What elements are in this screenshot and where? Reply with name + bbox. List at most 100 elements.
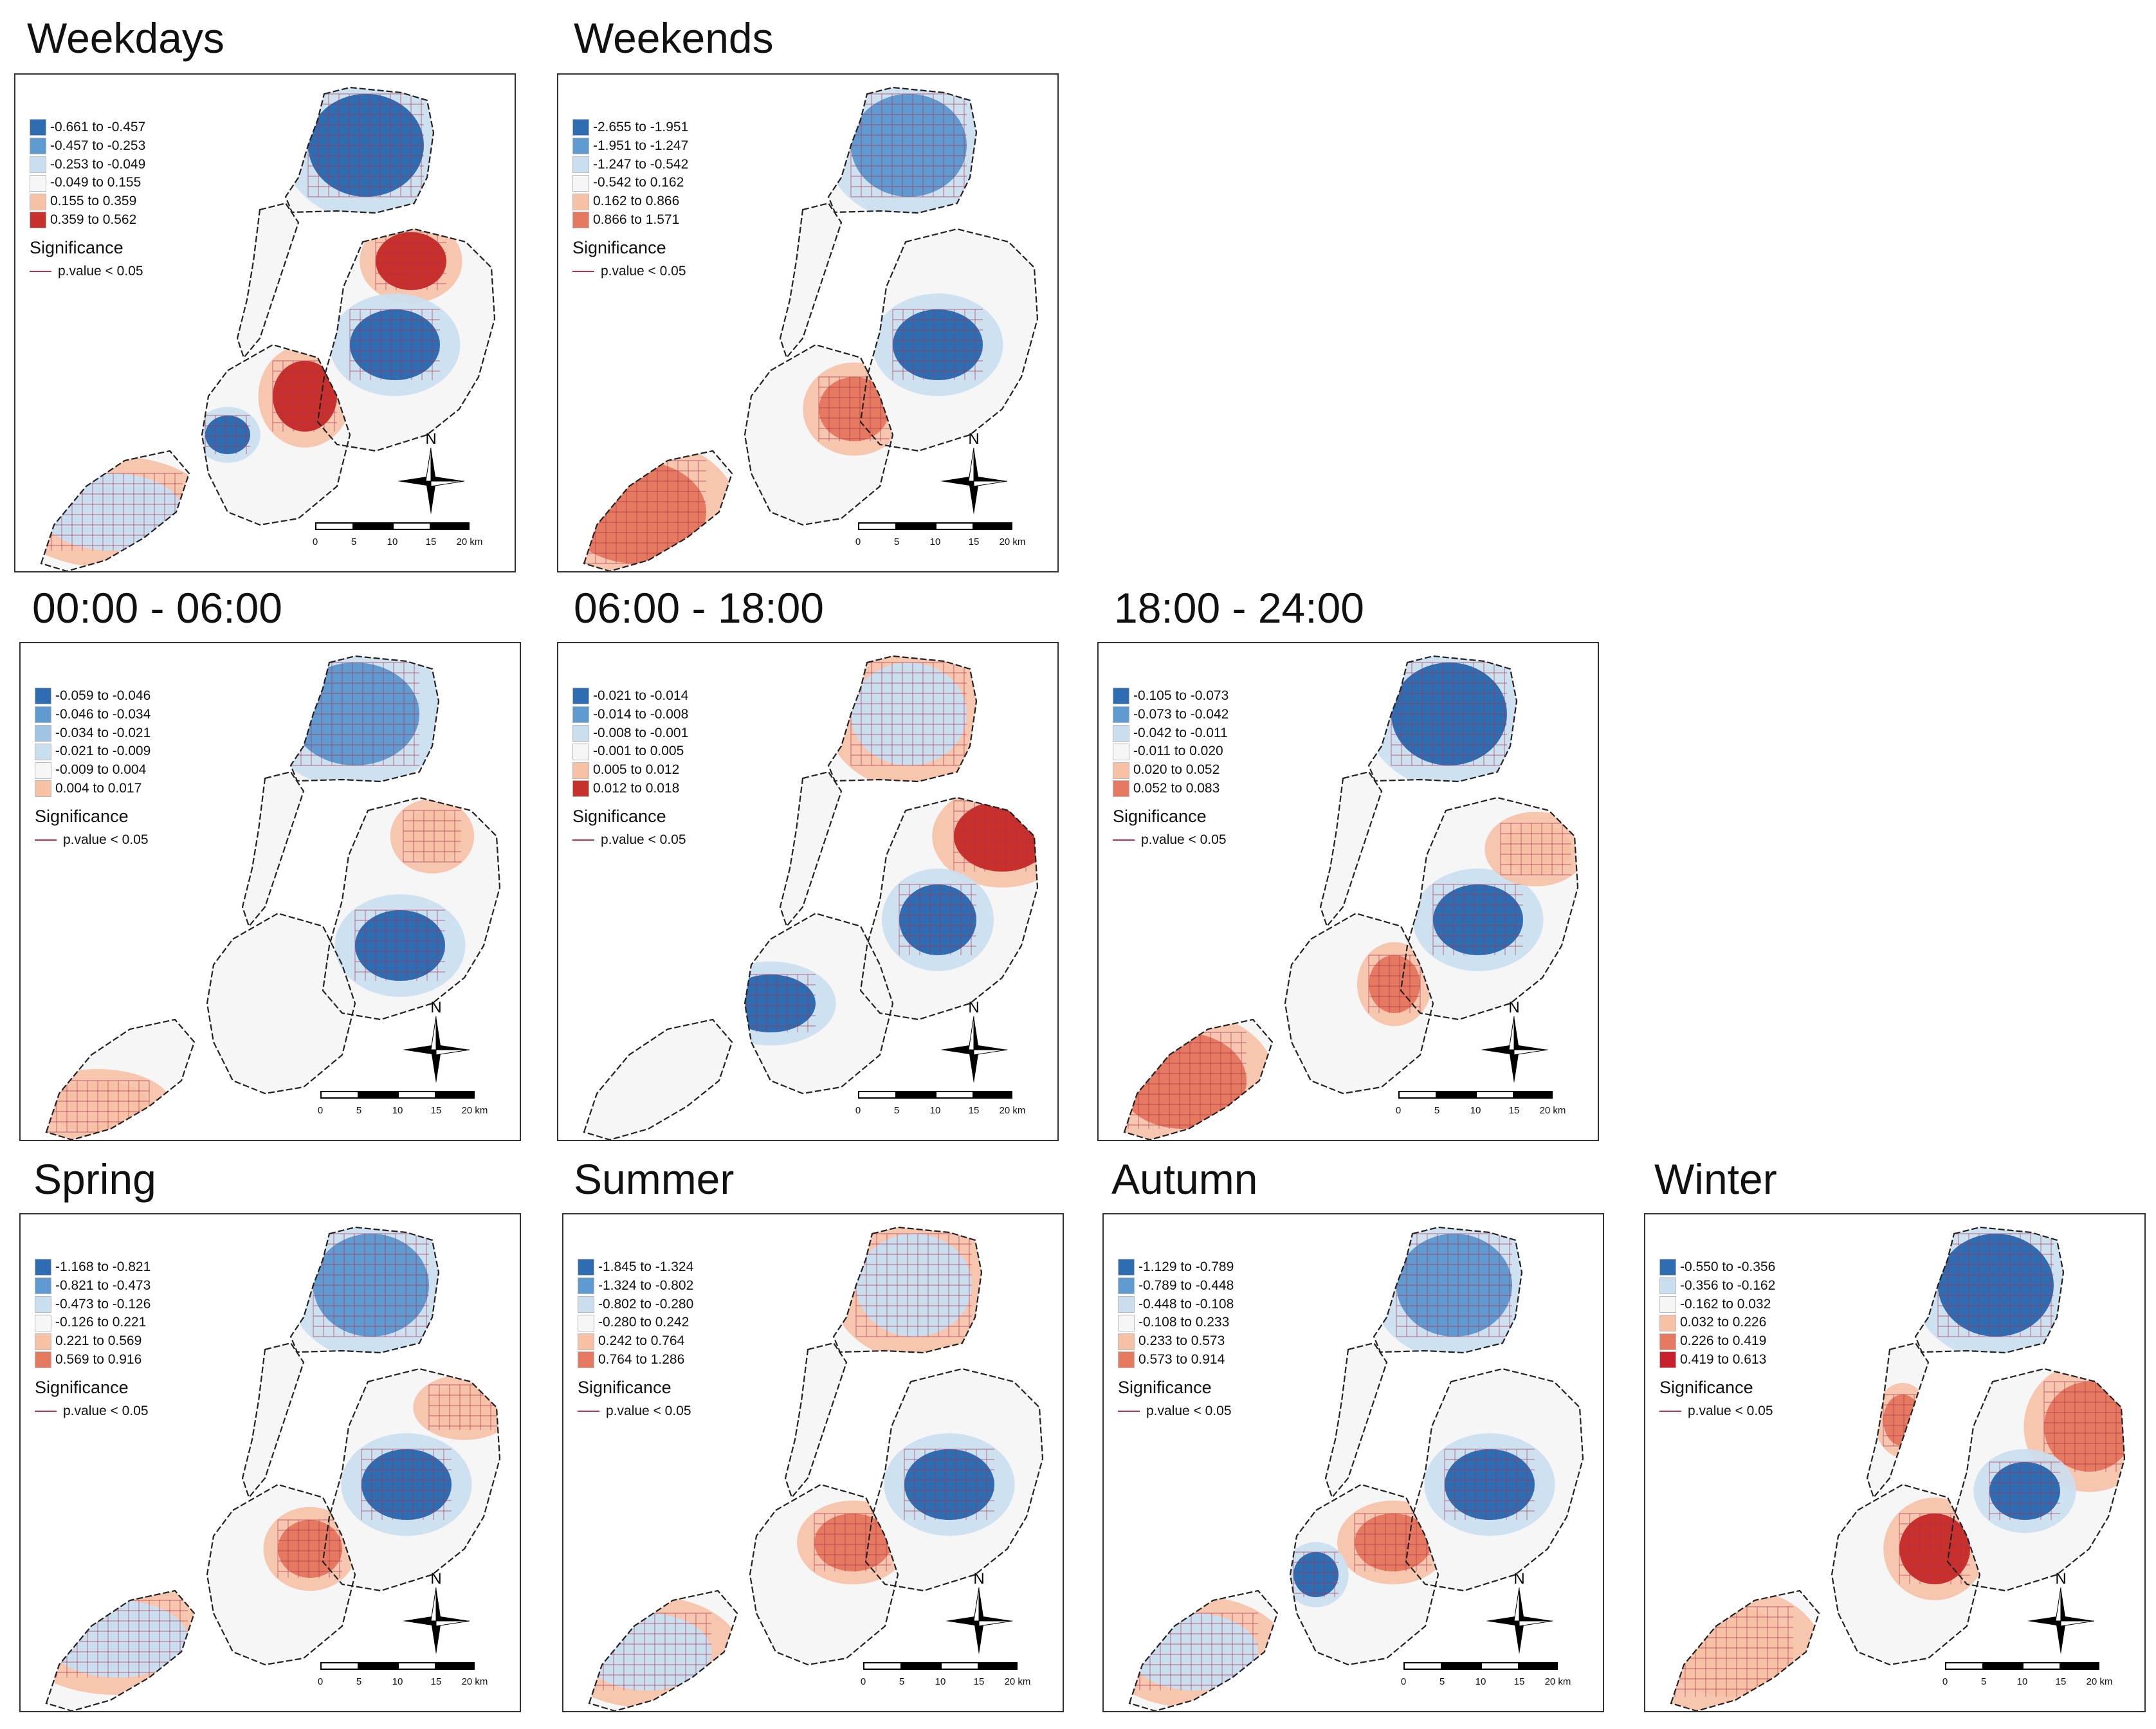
legend-swatch (572, 193, 589, 210)
significance-label: p.value < 0.05 (601, 263, 686, 279)
scale-label: 5 (1980, 1676, 1987, 1687)
significance-row: p.value < 0.05 (578, 1402, 693, 1421)
legend-label: -0.046 to -0.034 (55, 706, 151, 722)
scale-segment (397, 1662, 436, 1670)
borough-outline-brooklyn (1289, 1483, 1439, 1666)
borough-map (1123, 655, 1579, 1140)
hotspot (46, 1600, 188, 1678)
map-panel-night: -0.059 to -0.046 -0.046 to -0.034 -0.034 t… (19, 642, 521, 1141)
legend-swatch (578, 1259, 594, 1276)
legend-swatch (578, 1277, 594, 1295)
scale-label: 20 km (461, 1105, 488, 1116)
north-label: N (430, 999, 441, 1016)
borough-map (40, 86, 496, 571)
legend-swatch (1113, 762, 1129, 779)
borough-outline-staten (45, 1018, 196, 1140)
legend-label: -0.542 to 0.162 (593, 175, 684, 190)
scale-segment (935, 1091, 974, 1099)
legend-swatch (1113, 724, 1129, 742)
hotspot (899, 884, 976, 955)
north-label: N (1513, 1570, 1524, 1587)
north-arrow-icon: N (2027, 1570, 2095, 1654)
scale-segment (1945, 1662, 1984, 1670)
legend-swatch (1113, 688, 1129, 705)
legend-swatch (572, 780, 589, 798)
scale-segment (863, 1662, 902, 1670)
legend-label: -0.011 to 0.020 (1133, 744, 1223, 759)
north-arrow-icon: N (397, 430, 465, 515)
legend-row: -0.789 to -0.448 (1118, 1277, 1234, 1295)
map-panel-weekdays: -0.661 to -0.457 -0.457 to -0.253 -0.253 t… (14, 73, 516, 572)
legend: -0.105 to -0.073 -0.073 to -0.042 -0.042 t… (1113, 687, 1229, 849)
borough-outline-bronx (827, 86, 978, 214)
legend-swatch (35, 1314, 51, 1331)
legend-row: -1.324 to -0.802 (578, 1277, 693, 1295)
borough-outline-queens (1400, 796, 1579, 1021)
scale-label: 10 (929, 536, 941, 547)
legend-swatch (35, 688, 51, 705)
legend-row: -0.253 to -0.049 (30, 156, 145, 174)
scale-segment (1481, 1662, 1519, 1670)
legend-swatch (1118, 1295, 1135, 1313)
legend-label: -0.008 to -0.001 (593, 725, 689, 740)
legend-swatch (35, 762, 51, 779)
legend-label: -0.009 to 0.004 (55, 762, 147, 778)
significance-label: p.value < 0.05 (58, 263, 143, 279)
hotspot (273, 361, 337, 432)
panel-title-weekdays: Weekdays (27, 14, 224, 62)
hotspot (2044, 1382, 2124, 1472)
legend-row: -0.009 to 0.004 (35, 761, 151, 780)
scale-segment (858, 1091, 897, 1099)
significance-row: p.value < 0.05 (572, 831, 688, 850)
north-label: N (968, 999, 979, 1016)
legend-label: 0.569 to 0.916 (55, 1351, 142, 1367)
legend-row: -0.073 to -0.042 (1113, 706, 1229, 724)
borough-base-manhattan (785, 1343, 846, 1497)
legend-row: -2.655 to -1.951 (572, 118, 688, 137)
legend-row: 0.233 to 0.573 (1118, 1332, 1234, 1351)
legend-label: 0.020 to 0.052 (1133, 762, 1220, 778)
scale-label: 10 (392, 1105, 403, 1116)
legend-label: -0.126 to 0.221 (55, 1315, 147, 1330)
legend-row: -0.661 to -0.457 (30, 118, 145, 137)
hotspot (1129, 1613, 1258, 1690)
legend-swatch (1659, 1295, 1676, 1313)
borough-outline-brooklyn (744, 343, 894, 526)
borough-outline-bronx (1367, 655, 1518, 783)
borough-outline-queens (1405, 1368, 1584, 1592)
significance-line-icon (572, 839, 594, 841)
scale-label: 20 km (999, 1105, 1026, 1116)
legend-row: -0.448 to -0.108 (1118, 1295, 1234, 1314)
legend-swatch (35, 1277, 51, 1295)
significance-row: p.value < 0.05 (30, 262, 145, 281)
map-panel-spring: -1.168 to -0.821 -0.821 to -0.473 -0.473 t… (19, 1213, 521, 1712)
borough-outline-staten (1123, 1018, 1274, 1140)
scale-label: 10 (1470, 1105, 1481, 1116)
legend-label: 0.573 to 0.914 (1138, 1351, 1225, 1367)
scale-label: 20 km (2086, 1676, 2113, 1687)
borough-map (583, 86, 1039, 571)
legend-swatch (578, 1314, 594, 1331)
legend-swatch (572, 688, 589, 705)
scale-segment (1403, 1662, 1442, 1670)
scale-label: 20 km (456, 536, 483, 547)
legend: -0.661 to -0.457 -0.457 to -0.253 -0.253 t… (30, 118, 145, 280)
hotspot (1293, 1552, 1338, 1597)
scale-bar: 0 5 10 15 20 km (313, 522, 489, 561)
hotspot (1433, 884, 1523, 955)
legend-label: 0.866 to 1.571 (593, 212, 680, 227)
significance-row: p.value < 0.05 (1118, 1402, 1234, 1421)
legend-row: -0.473 to -0.126 (35, 1295, 151, 1314)
scale-segment (1514, 1091, 1553, 1099)
scale-label: 0 (860, 1676, 866, 1687)
legend-row: 0.032 to 0.226 (1659, 1313, 1775, 1332)
borough-map (583, 655, 1039, 1140)
legend-label: -0.001 to 0.005 (593, 744, 684, 759)
scale-segment (392, 522, 431, 530)
scale-label: 15 (973, 1676, 985, 1687)
borough-map (45, 1226, 501, 1711)
legend-label: -0.059 to -0.046 (55, 688, 151, 703)
scale-segment (436, 1091, 475, 1099)
legend-swatch (1118, 1259, 1135, 1276)
borough-base-brooklyn (207, 913, 355, 1093)
